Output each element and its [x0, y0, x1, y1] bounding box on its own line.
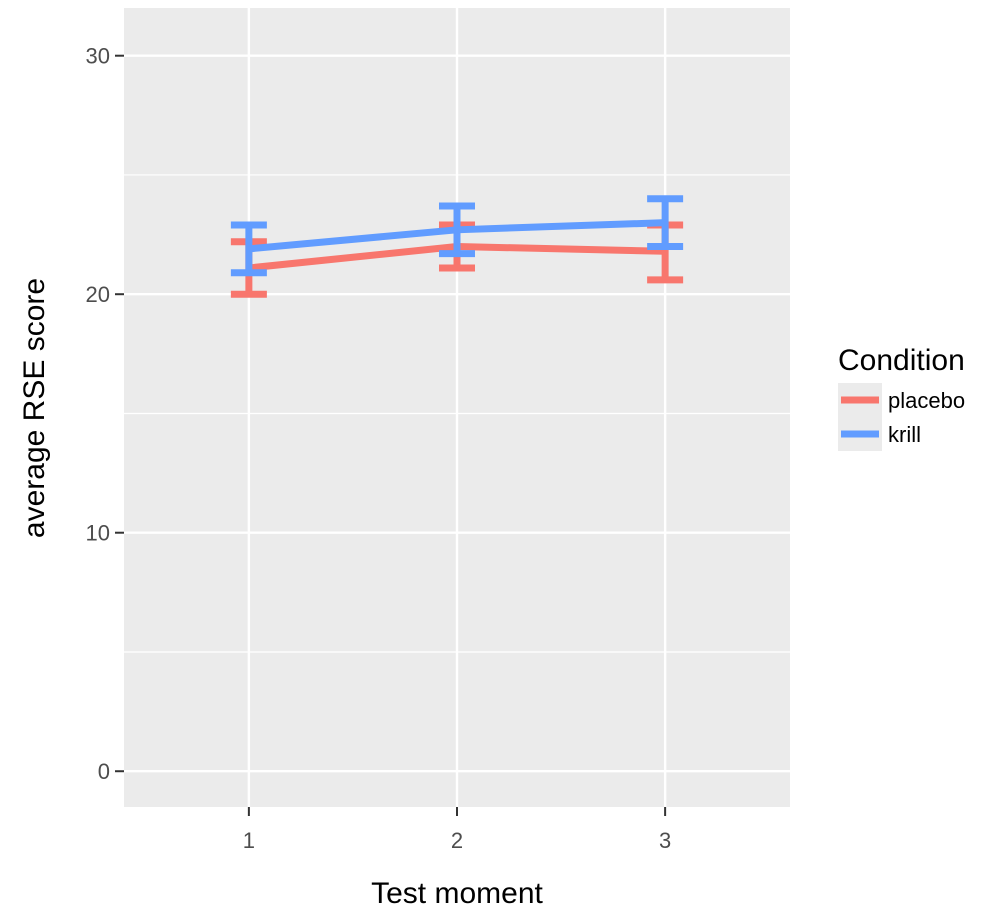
- grid-lines: [124, 8, 790, 807]
- x-tick-label: 1: [243, 828, 255, 853]
- legend-keys: placebo krill: [838, 383, 965, 451]
- x-tick-label: 3: [659, 828, 671, 853]
- legend-title: Condition: [838, 344, 965, 377]
- y-axis-title: average RSE score: [18, 278, 51, 538]
- legend-label-placebo: placebo: [888, 388, 965, 413]
- x-axis: 1 2 3: [243, 807, 671, 853]
- y-tick-label: 0: [98, 759, 110, 784]
- x-axis-title: Test moment: [371, 877, 543, 910]
- y-tick-label: 30: [86, 44, 110, 69]
- legend-label-krill: krill: [888, 422, 921, 447]
- y-tick-label: 20: [86, 282, 110, 307]
- y-axis: 0 10 20 30: [86, 44, 124, 784]
- x-tick-label: 2: [451, 828, 463, 853]
- series-line-krill: [248, 219, 666, 253]
- y-tick-label: 10: [86, 521, 110, 546]
- legend: Condition placebo krill: [838, 344, 965, 451]
- series-layer: [230, 195, 684, 298]
- series-krill: [230, 195, 684, 277]
